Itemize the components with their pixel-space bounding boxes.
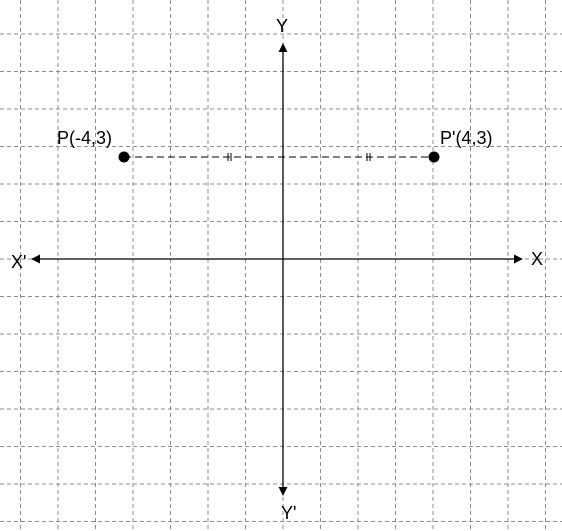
y-prime-axis-label: Y' (281, 503, 296, 523)
y-axis-label: Y (276, 16, 288, 36)
point-p-prime-label: P'(4,3) (440, 128, 492, 148)
point-p-prime (428, 151, 440, 163)
point-p (118, 151, 130, 163)
x-prime-axis-label: X' (11, 252, 26, 272)
reflection-connector (124, 153, 434, 161)
point-p-label: P(-4,3) (57, 128, 112, 148)
x-axis-label: X (531, 249, 543, 269)
